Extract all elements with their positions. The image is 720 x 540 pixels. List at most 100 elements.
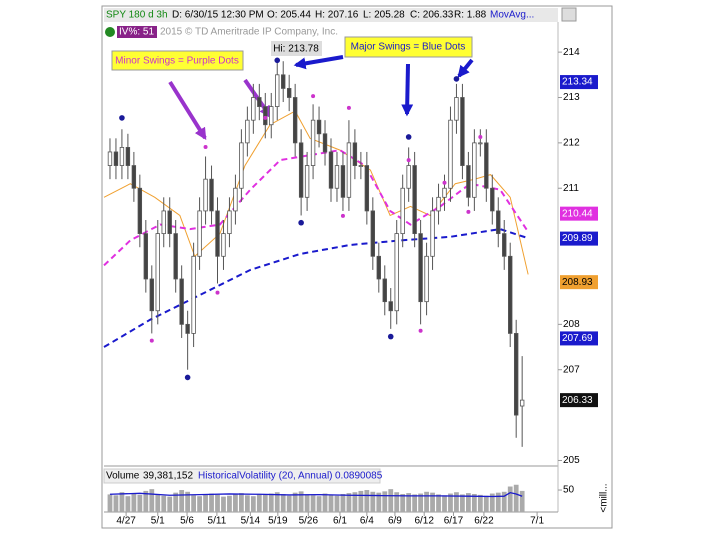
volatility-value: 0.0890085 <box>335 471 383 482</box>
volume-bar <box>262 494 268 512</box>
volume-bar <box>495 492 501 512</box>
volume-bar <box>215 494 220 512</box>
y-tick-label: 211 <box>563 183 579 194</box>
volume-bar <box>185 491 191 512</box>
high: H: 207.16 <box>315 10 359 21</box>
x-tick-label: 6/4 <box>360 516 374 527</box>
moving-average <box>103 228 529 348</box>
x-tick-label: 6/17 <box>444 516 464 527</box>
candle-body <box>519 399 525 407</box>
study[interactable]: MovAvg... <box>490 10 534 21</box>
candle-body <box>496 210 501 235</box>
volume-bar <box>256 494 262 512</box>
price-label: 206.33 <box>562 395 593 406</box>
x-tick-label: 6/1 <box>333 516 347 527</box>
candle-body <box>376 255 381 280</box>
iv-box <box>117 26 157 38</box>
volume-bar <box>418 493 423 512</box>
candle-body <box>352 142 358 166</box>
candle-body <box>137 187 143 235</box>
volume-bar <box>370 491 376 512</box>
candle-body <box>292 97 298 144</box>
swing-dot <box>203 144 208 149</box>
volume-bar <box>519 490 525 512</box>
candle-body <box>346 142 352 198</box>
candle-body <box>334 165 340 189</box>
y-tick-label: 207 <box>563 364 580 375</box>
volume-bar <box>483 495 489 512</box>
volume-bar <box>131 493 137 512</box>
volume-bar <box>310 495 316 512</box>
volume-bar <box>376 492 382 512</box>
symbol: SPY 180 d 3h <box>106 10 168 21</box>
x-tick-label: 5/11 <box>208 516 227 527</box>
price-label-box <box>560 75 598 90</box>
volume-bar <box>454 492 459 512</box>
candle-body <box>513 333 519 416</box>
volume-bar <box>143 490 149 512</box>
swing-dot <box>346 105 351 110</box>
volume-bar <box>322 493 328 512</box>
y-tick-label: 213 <box>563 92 580 103</box>
price-label: 209.89 <box>562 233 593 244</box>
volume-bar <box>460 494 465 512</box>
price-label-box <box>560 231 598 246</box>
volume-bar <box>167 496 173 512</box>
candle-body <box>322 133 328 153</box>
candle-body <box>454 97 459 121</box>
high-label: Hi: 213.78 <box>273 44 319 55</box>
x-tick-label: 6/12 <box>414 516 434 527</box>
candle-body <box>508 255 513 334</box>
volume-bar <box>173 492 179 512</box>
volume-label: Volume <box>106 471 140 482</box>
y-tick-label: 212 <box>563 138 580 149</box>
annotation-box <box>344 36 473 58</box>
volatility-line <box>109 491 523 498</box>
swing-dot <box>274 57 281 64</box>
candle-body <box>304 165 310 198</box>
date: D: 6/30/15 12:30 PM <box>172 10 264 21</box>
low: L: 205.28 <box>363 10 405 21</box>
x-tick-label: 7/1 <box>530 516 544 527</box>
candle-body <box>424 255 429 303</box>
swing-dot <box>442 180 447 185</box>
candle-body <box>119 147 125 166</box>
arrow <box>457 58 474 78</box>
candle-body <box>107 151 113 166</box>
volume-bar <box>239 493 244 512</box>
volume-bar <box>507 486 513 512</box>
volume-bar <box>280 493 286 512</box>
volume-bar <box>477 494 483 512</box>
candle-body <box>340 165 346 198</box>
volume-bar <box>471 493 477 512</box>
volume-bar <box>304 494 310 512</box>
settings-icon[interactable] <box>561 7 577 22</box>
candle-body <box>466 165 471 198</box>
volume-bar <box>274 492 280 512</box>
volume-bar <box>161 495 167 512</box>
volume-bar <box>268 493 274 512</box>
volume-bar <box>316 496 322 512</box>
volume-bar <box>149 489 155 512</box>
volume-bar <box>448 493 453 512</box>
swing-dot <box>466 209 471 214</box>
swing-dot <box>340 213 345 218</box>
annotation: Major Swings = Blue Dots <box>351 42 466 53</box>
volume-bar <box>179 490 185 512</box>
range: R: 1.88 <box>454 10 487 21</box>
frame <box>101 5 613 529</box>
volume-bar <box>233 493 238 512</box>
y-tick-label: 214 <box>563 47 580 58</box>
y-tick-label: 208 <box>563 319 580 330</box>
candle-body <box>161 210 166 235</box>
x-tick-label: 6/22 <box>474 516 494 527</box>
volume-bar <box>352 492 358 512</box>
volume-bar <box>244 495 250 512</box>
candle-body <box>394 233 399 312</box>
candle-body <box>173 233 178 280</box>
price-label-box <box>560 275 598 290</box>
candle-body <box>179 278 184 325</box>
volume-bar <box>250 496 256 512</box>
volume-bar <box>382 491 388 512</box>
volume-bar <box>137 494 143 512</box>
